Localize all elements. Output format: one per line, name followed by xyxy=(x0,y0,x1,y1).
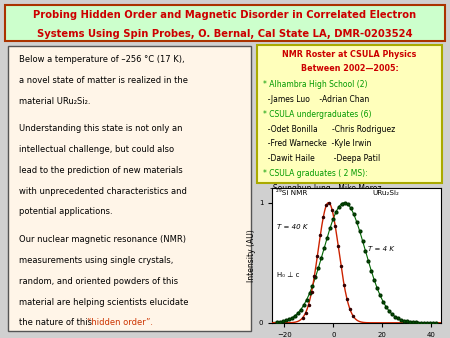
Y-axis label: Intensity (AU): Intensity (AU) xyxy=(247,229,256,282)
Text: T = 4 K: T = 4 K xyxy=(368,246,394,252)
Text: URu₂Si₂: URu₂Si₂ xyxy=(373,191,400,196)
Text: Understanding this state is not only an: Understanding this state is not only an xyxy=(19,124,183,134)
Text: ²⁹Si NMR: ²⁹Si NMR xyxy=(276,191,307,196)
Text: * CSULA undergraduates (6): * CSULA undergraduates (6) xyxy=(263,110,371,119)
Text: NMR Roster at CSULA Physics: NMR Roster at CSULA Physics xyxy=(283,50,417,58)
Text: material are helping scientists elucidate: material are helping scientists elucidat… xyxy=(19,297,189,307)
FancyBboxPatch shape xyxy=(8,46,251,332)
Text: random, and oriented powders of this: random, and oriented powders of this xyxy=(19,277,178,286)
Text: Our nuclear magnetic resonance (NMR): Our nuclear magnetic resonance (NMR) xyxy=(19,235,186,244)
Text: -Odet Bonilla      -Chris Rodriguez: -Odet Bonilla -Chris Rodriguez xyxy=(263,125,395,134)
Text: T = 40 K: T = 40 K xyxy=(277,224,308,230)
Text: -James Luo    -Adrian Chan: -James Luo -Adrian Chan xyxy=(263,95,369,104)
FancyBboxPatch shape xyxy=(4,5,446,41)
Text: potential applications.: potential applications. xyxy=(19,208,112,216)
Text: H₀ ⊥ c: H₀ ⊥ c xyxy=(277,272,300,278)
Text: a novel state of matter is realized in the: a novel state of matter is realized in t… xyxy=(19,76,188,85)
Text: Below a temperature of –256 °C (17 K),: Below a temperature of –256 °C (17 K), xyxy=(19,55,184,64)
Text: intellectual challenge, but could also: intellectual challenge, but could also xyxy=(19,145,174,154)
Text: the nature of this: the nature of this xyxy=(19,318,94,327)
Text: “hidden order”.: “hidden order”. xyxy=(86,318,153,327)
Text: Probing Hidden Order and Magnetic Disorder in Correlated Electron: Probing Hidden Order and Magnetic Disord… xyxy=(33,10,417,20)
Text: measurements using single crystals,: measurements using single crystals, xyxy=(19,256,173,265)
Text: lead to the prediction of new materials: lead to the prediction of new materials xyxy=(19,166,183,175)
Text: Between 2002—2005:: Between 2002—2005: xyxy=(301,64,399,73)
Text: -Seunghun Jung  -Mike Moroz: -Seunghun Jung -Mike Moroz xyxy=(263,184,381,193)
Text: * CSULA graduates ( 2 MS):: * CSULA graduates ( 2 MS): xyxy=(263,169,367,178)
Text: Systems Using Spin Probes, O. Bernal, Cal State LA, DMR-0203524: Systems Using Spin Probes, O. Bernal, Ca… xyxy=(37,29,413,39)
Text: material URu₂Si₂.: material URu₂Si₂. xyxy=(19,97,90,105)
Text: with unprecedented characteristics and: with unprecedented characteristics and xyxy=(19,187,187,196)
FancyBboxPatch shape xyxy=(257,45,442,183)
Text: -Fred Warnecke  -Kyle Irwin: -Fred Warnecke -Kyle Irwin xyxy=(263,139,371,148)
Text: * Alhambra High School (2): * Alhambra High School (2) xyxy=(263,80,367,90)
Text: -Dawit Haile        -Deepa Patil: -Dawit Haile -Deepa Patil xyxy=(263,154,380,163)
